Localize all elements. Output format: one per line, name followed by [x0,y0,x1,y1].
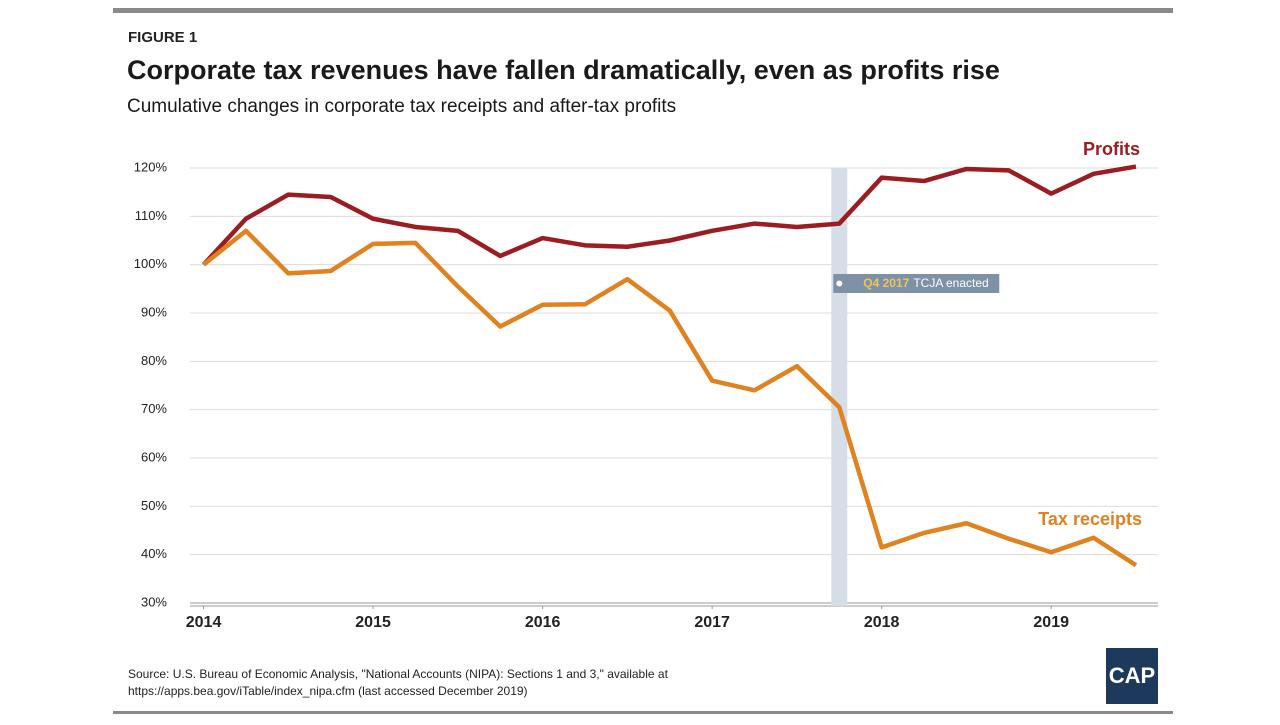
annotation-dot [835,279,844,288]
source: Source: U.S. Bureau of Economic Analysis… [128,667,669,681]
x-tick-label: 2017 [694,614,730,631]
annotation: Q4 2017 TCJA enacted [863,276,988,290]
y-tick-label: 110% [135,208,168,223]
highlight-band [831,168,848,606]
x-tick-label: 2018 [864,614,900,631]
y-tick-label: 100% [134,256,168,271]
series-label: Tax receipts [1038,509,1142,529]
annotation-text: TCJA enacted [913,276,988,290]
series-line [202,228,1138,568]
chart-subtitle: Cumulative changes in corporate tax rece… [127,96,676,117]
source: https://apps.bea.gov/iTable/index_nipa.c… [128,684,528,698]
y-tick-label: 50% [141,498,167,513]
y-tick-label: 120% [134,159,168,174]
y-tick-label: 80% [141,353,167,368]
y-tick-label: 70% [141,401,167,416]
series-line [201,164,1137,267]
bottom-rule [113,711,1173,714]
series-label: Profits [1083,139,1140,159]
top-rule [113,8,1173,13]
figure-label: FIGURE 1 [128,29,197,46]
y-tick-label: 30% [141,594,167,609]
chart-title: Corporate tax revenues have fallen drama… [127,55,1000,85]
x-tick-label: 2014 [186,614,222,631]
y-tick-label: 40% [141,546,167,561]
y-tick-label: 90% [141,304,167,319]
logo-box [1106,648,1158,704]
annotation-box [833,274,1000,293]
x-tick-label: 2015 [355,614,391,631]
x-tick-label: 2016 [525,614,561,631]
y-tick-label: 60% [141,449,167,464]
annotation-period: Q4 2017 [863,276,909,290]
x-tick-label: 2019 [1033,614,1069,631]
logo: CAP [1109,663,1155,688]
